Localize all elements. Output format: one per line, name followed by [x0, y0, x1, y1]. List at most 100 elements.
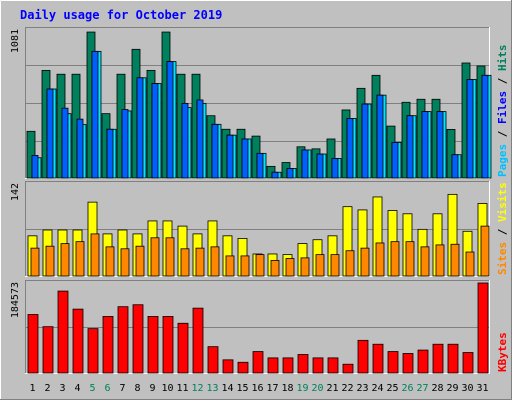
- x-tick-label-day-29: 29: [446, 383, 458, 394]
- panel-hits-files-pages-legend: Pages / Files / Hits: [496, 45, 509, 178]
- x-tick-label-day-27: 27: [416, 383, 428, 394]
- x-tick-label-day-10: 10: [161, 383, 173, 394]
- bar-pages-day-28: [436, 111, 444, 179]
- bar-pages-day-30: [466, 79, 474, 179]
- bar-sites-day-31: [480, 225, 490, 277]
- bar-sites-day-7: [120, 248, 130, 277]
- bar-pages-day-15: [241, 138, 249, 179]
- bar-sites-day-4: [75, 241, 85, 277]
- bar-sites-day-1: [30, 247, 40, 277]
- bar-sites-day-30: [465, 251, 475, 277]
- bar-pages-day-1: [31, 155, 39, 179]
- bar-pages-day-24: [376, 94, 384, 179]
- legend-entry-kbytes: KBytes: [496, 332, 509, 372]
- bar-pages-day-14: [226, 134, 234, 179]
- bar-kbytes-day-1: [27, 314, 39, 374]
- bar-kbytes-day-27: [417, 349, 429, 374]
- bar-kbytes-day-18: [282, 357, 294, 374]
- bar-sites-day-14: [225, 255, 235, 277]
- bar-sites-day-26: [405, 241, 415, 277]
- legend-entry-pages: Pages: [496, 144, 509, 177]
- x-tick-label-day-16: 16: [251, 383, 263, 394]
- x-tick-label-day-19: 19: [296, 383, 308, 394]
- x-tick-label-day-17: 17: [266, 383, 278, 394]
- x-tick-label-day-26: 26: [401, 383, 413, 394]
- bar-pages-day-27: [421, 111, 429, 179]
- bar-sites-day-20: [315, 254, 325, 277]
- bar-sites-day-19: [300, 257, 310, 277]
- panel-visits-sites-legend: Sites / Visits: [496, 182, 509, 275]
- x-tick-label-day-6: 6: [104, 383, 110, 394]
- x-tick-label-day-22: 22: [341, 383, 353, 394]
- bar-sites-day-24: [375, 242, 385, 277]
- bar-kbytes-day-11: [177, 322, 189, 374]
- bar-sites-day-29: [450, 243, 460, 277]
- x-tick-label-day-14: 14: [221, 383, 233, 394]
- bar-pages-day-22: [346, 118, 354, 179]
- bar-kbytes-day-4: [72, 308, 84, 374]
- bar-pages-day-31: [481, 74, 489, 179]
- x-tick-label-day-5: 5: [89, 383, 95, 394]
- bar-pages-day-10: [166, 61, 174, 179]
- x-tick-label-day-12: 12: [191, 383, 203, 394]
- bar-sites-day-8: [135, 245, 145, 277]
- bar-pages-day-13: [211, 123, 219, 179]
- bar-kbytes-day-19: [297, 354, 309, 374]
- bar-sites-day-23: [360, 247, 370, 277]
- legend-entry-/: /: [496, 71, 509, 91]
- bar-pages-day-11: [181, 102, 189, 179]
- bar-kbytes-day-8: [132, 304, 144, 374]
- bar-kbytes-day-25: [387, 351, 399, 374]
- bar-pages-day-16: [256, 152, 264, 179]
- bar-kbytes-day-22: [342, 363, 354, 374]
- bar-sites-day-27: [420, 246, 430, 277]
- legend-entry-sites: Sites: [496, 242, 509, 275]
- x-tick-label-day-28: 28: [431, 383, 443, 394]
- x-tick-label-day-7: 7: [119, 383, 125, 394]
- bar-sites-day-22: [345, 250, 355, 277]
- bar-kbytes-day-26: [402, 353, 414, 374]
- bar-kbytes-day-21: [327, 357, 339, 374]
- bar-kbytes-day-23: [357, 339, 369, 374]
- bar-pages-day-2: [46, 88, 54, 179]
- bar-sites-day-16: [255, 254, 265, 277]
- chart-title: Daily usage for October 2019: [20, 8, 222, 22]
- panel-visits-sites-ymax-label: 142: [10, 183, 21, 201]
- x-tick-label-day-18: 18: [281, 383, 293, 394]
- bar-kbytes-day-5: [87, 328, 99, 374]
- x-tick-label-day-30: 30: [461, 383, 473, 394]
- bar-sites-day-5: [90, 233, 100, 277]
- bar-pages-day-20: [316, 153, 324, 179]
- bar-pages-day-8: [136, 77, 144, 179]
- bar-kbytes-day-2: [42, 326, 54, 374]
- bar-kbytes-day-12: [192, 307, 204, 374]
- bar-kbytes-day-9: [147, 316, 159, 374]
- legend-entry-/: /: [496, 124, 509, 144]
- bar-pages-day-19: [301, 149, 309, 179]
- legend-entry-files: Files: [496, 91, 509, 124]
- bar-sites-day-11: [180, 248, 190, 277]
- bar-sites-day-18: [285, 258, 295, 277]
- bar-kbytes-day-17: [267, 357, 279, 374]
- bar-kbytes-day-15: [237, 361, 249, 374]
- bar-kbytes-day-6: [102, 316, 114, 374]
- bar-pages-day-26: [406, 115, 414, 179]
- bar-kbytes-day-7: [117, 306, 129, 374]
- x-tick-label-day-23: 23: [356, 383, 368, 394]
- panel-kbytes-ymax-label: 184573: [10, 282, 21, 318]
- bar-pages-day-18: [286, 168, 294, 179]
- bar-kbytes-day-31: [477, 282, 489, 374]
- bar-pages-day-4: [76, 118, 84, 179]
- bar-pages-day-5: [91, 50, 99, 179]
- bar-kbytes-day-29: [447, 343, 459, 374]
- legend-entry-visits: Visits: [496, 182, 509, 222]
- bar-kbytes-day-24: [372, 343, 384, 374]
- panel-hits-files-pages-ymax-label: 1081: [10, 29, 21, 53]
- bar-sites-day-2: [45, 245, 55, 277]
- bar-kbytes-day-13: [207, 346, 219, 374]
- bar-sites-day-21: [330, 254, 340, 277]
- x-tick-label-day-25: 25: [386, 383, 398, 394]
- x-tick-label-day-31: 31: [476, 383, 488, 394]
- bar-pages-day-12: [196, 99, 204, 179]
